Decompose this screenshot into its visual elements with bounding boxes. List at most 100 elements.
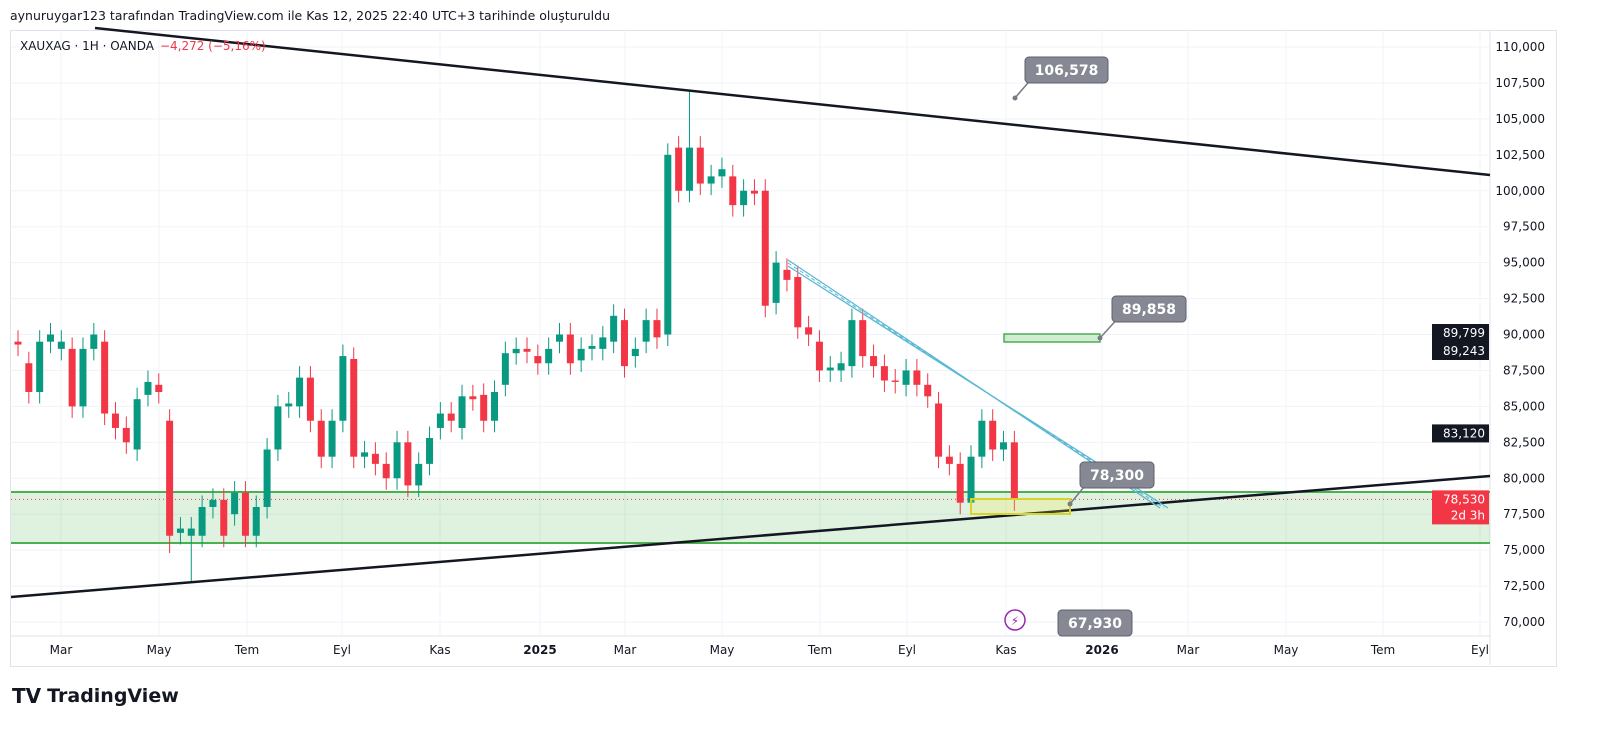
candle-body [14,341,22,345]
y-tick-label: 70,000 [1503,615,1545,629]
x-tick-label: Mar [50,643,73,657]
callout-anchor [1067,501,1073,507]
candle-body [306,377,314,421]
y-tick-label: 100,000 [1495,184,1545,198]
candle-body [848,320,856,367]
candle-body [79,348,87,407]
candle-body [610,315,618,342]
candle-body [393,442,401,479]
candle-body [371,453,379,464]
callout-box [1057,609,1133,637]
y-tick-label: 97,500 [1503,220,1545,234]
candle-body [588,346,596,349]
candle-body [166,420,174,536]
candle-body [90,334,98,349]
candle-body [967,456,975,503]
candle-body [924,384,932,397]
support-trendline [10,474,1491,599]
price-label-box [1432,424,1489,443]
candle-body [285,403,293,407]
callout-box [1024,56,1109,84]
candle-body [361,452,369,457]
candle-body [631,348,639,357]
candle-body [57,341,65,349]
candle-body [880,366,888,381]
y-tick-label: 72,500 [1503,579,1545,593]
candle-body [685,147,693,191]
candle-body [859,320,867,357]
candle-body [404,442,412,486]
y-tick-label: 80,000 [1503,471,1545,485]
candle-body [328,420,336,457]
y-tick-label: 77,500 [1503,507,1545,521]
y-tick-label: 95,000 [1503,256,1545,270]
callout-box [1111,295,1187,323]
candle-body [209,499,217,507]
y-tick-label: 82,500 [1503,435,1545,449]
candle-body [426,438,434,464]
callout-label: 89,858 [1122,302,1176,318]
candle-body [133,399,141,450]
chart-frame[interactable] [10,30,1557,667]
countdown-label: 2d 3h [1451,508,1485,522]
lightning-icon-glyph: ⚡ [1011,614,1019,628]
candle-body [111,413,119,428]
y-tick-label: 107,500 [1495,76,1545,90]
x-tick-label: Mar [614,643,637,657]
candle-body [296,377,304,407]
tradingview-logo[interactable]: 𝗧𝗩 TradingView [12,684,179,708]
candle-body [891,380,899,382]
callout-label: 106,578 [1035,63,1099,79]
symbol-name: XAUXAG · 1H · OANDA [20,39,154,53]
candle-body [447,413,455,421]
price-label-box [1432,342,1489,360]
candle-body [870,356,878,367]
candle-body [382,463,390,479]
price-label: 89,243 [1443,344,1485,358]
candle-body [36,341,44,392]
logo-icon: 𝗧𝗩 [12,684,42,708]
candle-body [566,334,574,364]
x-tick-label: Eyl [1471,643,1489,657]
candle-body [252,507,260,536]
candle-body [837,363,845,371]
candle-body [339,356,347,421]
x-tick-label: Mar [1177,643,1200,657]
candle-body [469,396,477,400]
candle-body [783,269,791,280]
callout-label: 67,930 [1068,616,1122,632]
attribution-text: aynuruygar123 tarafından TradingView.com… [10,8,610,23]
candle-body [761,190,769,306]
callout-label: 78,300 [1090,468,1144,484]
candle-body [664,154,672,335]
price-change: −4,272 (−5,16%) [159,39,266,53]
y-tick-label: 85,000 [1503,399,1545,413]
candle-body [350,358,358,457]
candle-body [707,176,715,184]
x-tick-label: 2025 [523,643,556,657]
candle-body [913,370,921,385]
candle-body [176,528,184,533]
candle-body [274,406,282,450]
price-label: 78,530 [1443,492,1485,506]
candle-body [523,348,531,352]
lightning-icon [1004,609,1026,631]
logo-text: TradingView [47,685,179,707]
candle-body [826,367,834,371]
y-tick-label: 87,500 [1503,363,1545,377]
candle-body [1000,442,1008,450]
candle-body [805,327,813,335]
candle-body [642,320,650,342]
x-tick-label: Tem [807,643,832,657]
x-tick-label: Kas [429,643,450,657]
symbol-legend: XAUXAG · 1H · OANDA −4,272 (−5,16%) [20,39,266,53]
candle-body [945,456,953,464]
x-tick-label: Eyl [333,643,351,657]
candle-body [198,507,206,536]
candle-body [101,341,109,414]
target-box [970,498,1071,515]
y-tick-label: 102,500 [1495,148,1545,162]
resistance-trendline [94,26,1491,177]
x-tick-label: Kas [995,643,1016,657]
